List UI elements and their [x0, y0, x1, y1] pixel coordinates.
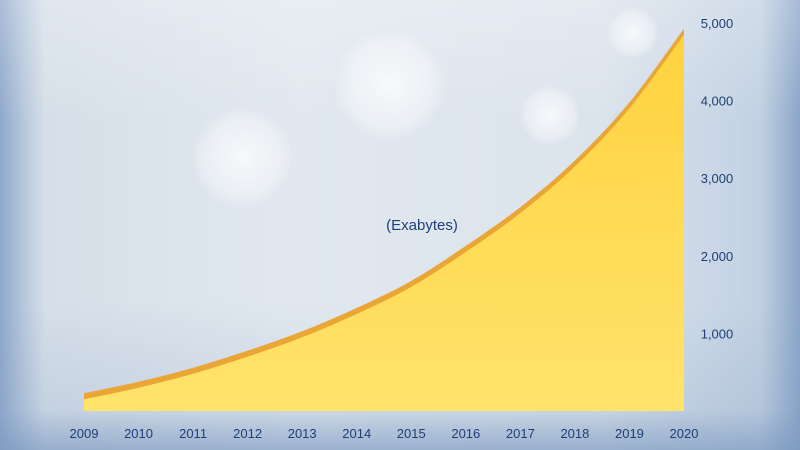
y-axis: 1,000 2,000 3,000 4,000 5,000: [701, 16, 734, 341]
y-tick-label: 5,000: [701, 16, 734, 31]
unit-annotation: (Exabytes): [386, 217, 458, 234]
x-tick-label: 2019: [615, 426, 644, 441]
y-tick-label: 3,000: [701, 171, 734, 186]
x-tick-label: 2015: [397, 426, 426, 441]
x-tick-label: 2014: [342, 426, 371, 441]
y-tick-label: 4,000: [701, 94, 734, 109]
x-tick-label: 2012: [233, 426, 262, 441]
x-tick-label: 2017: [506, 426, 535, 441]
x-tick-label: 2018: [560, 426, 589, 441]
x-tick-label: 2011: [179, 426, 207, 441]
x-tick-label: 2009: [70, 426, 99, 441]
y-tick-label: 2,000: [701, 249, 734, 264]
area-series: [84, 34, 684, 411]
x-axis: 2009 2010 2011 2012 2013 2014 2015 2016 2017 2018…: [70, 426, 699, 441]
y-tick-label: 1,000: [701, 326, 734, 341]
x-tick-label: 2010: [124, 426, 153, 441]
x-tick-label: 2013: [288, 426, 317, 441]
x-tick-label: 2020: [670, 426, 699, 441]
x-tick-label: 2016: [451, 426, 480, 441]
